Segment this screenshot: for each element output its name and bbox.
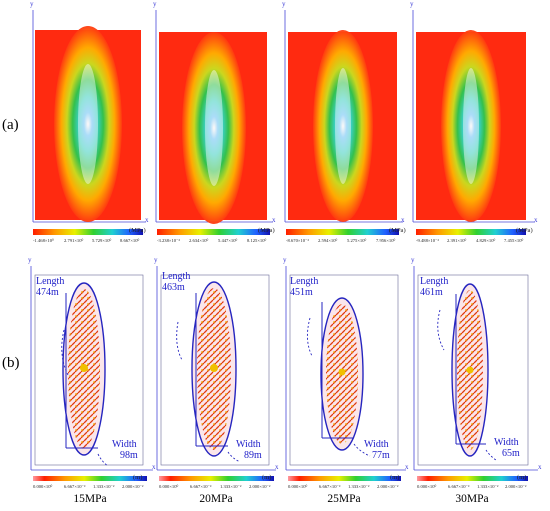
stress-panel-3 xyxy=(284,10,403,235)
x-axis-label-b3: x xyxy=(405,463,409,471)
aperture-tick: 6.667×10⁻³ xyxy=(448,484,470,489)
aperture-unit-4: (m) xyxy=(517,474,527,481)
pressure-label-4: 30MPa xyxy=(455,493,489,505)
width-value: 98m xyxy=(120,450,138,461)
aperture-tick: 0.000×10⁰ xyxy=(33,484,53,489)
width-label: Width xyxy=(364,439,389,450)
x-axis-label-a4: x xyxy=(534,216,538,224)
x-axis-label-b4: x xyxy=(538,463,542,471)
aperture-tick: 0.000×10⁰ xyxy=(288,484,308,489)
x-axis-label-b2: x xyxy=(275,463,279,471)
length-value: 474m xyxy=(36,287,59,298)
stress-unit-4: (MPa) xyxy=(516,227,533,234)
stress-unit-3: (MPa) xyxy=(389,227,406,234)
length-label: Length xyxy=(162,271,191,282)
x-axis-label-a3: x xyxy=(401,216,405,224)
aperture-tick: 6.667×10⁻³ xyxy=(64,484,86,489)
length-value: 463m xyxy=(162,282,185,293)
aperture-tick: 1.333×10⁻² xyxy=(477,484,499,489)
width-annotation-2: Width 89m xyxy=(236,439,262,461)
aperture-unit-3: (m) xyxy=(390,474,400,481)
stress-tick: 8.125×10⁰ xyxy=(247,238,267,243)
stress-tick: -8.670×10⁻² xyxy=(286,238,309,243)
stress-unit-2: (MPa) xyxy=(258,227,275,234)
x-axis-label-a2: x xyxy=(272,216,276,224)
length-label: Length xyxy=(290,276,319,287)
aperture-unit-1: (m) xyxy=(133,474,143,481)
y-axis-label-a3: y xyxy=(282,0,286,8)
stress-panel-2 xyxy=(155,10,273,235)
stress-tick: 4.829×10⁰ xyxy=(476,238,496,243)
fracture-panel-1 xyxy=(30,266,153,481)
width-label: Width xyxy=(236,439,261,450)
stress-tick: 5.275×10⁰ xyxy=(347,238,367,243)
stress-panel-4 xyxy=(412,10,535,235)
width-annotation-1: Width 98m xyxy=(112,439,138,461)
row-label-a: (a) xyxy=(2,117,19,133)
stress-tick: 2.391×10⁰ xyxy=(447,238,467,243)
fracture-panel-2 xyxy=(156,266,276,481)
y-axis-label-a4: y xyxy=(410,0,414,8)
aperture-tick: 6.667×10⁻³ xyxy=(190,484,212,489)
y-axis-label-b1: y xyxy=(28,256,32,264)
stress-panel-1 xyxy=(32,10,146,235)
stress-tick: 5.447×10⁰ xyxy=(218,238,238,243)
y-axis-label-a2: y xyxy=(153,0,157,8)
stress-tick: -9.488×10⁻² xyxy=(416,238,439,243)
length-annotation-4: Length 461m xyxy=(420,276,448,298)
y-axis-label-a1: y xyxy=(30,0,34,8)
width-value: 65m xyxy=(502,448,520,459)
width-annotation-4: Width 65m xyxy=(494,437,520,459)
aperture-tick: 1.333×10⁻² xyxy=(348,484,370,489)
aperture-tick: 0.000×10⁰ xyxy=(159,484,179,489)
stress-tick: 7.455×10⁰ xyxy=(504,238,524,243)
aperture-tick: 2.000×10⁻² xyxy=(377,484,399,489)
fracture-panel-3 xyxy=(285,266,406,481)
aperture-tick: 1.333×10⁻² xyxy=(93,484,115,489)
y-axis-label-b4: y xyxy=(411,256,415,264)
x-axis-label-b1: x xyxy=(152,463,156,471)
stress-unit-1: (MPa) xyxy=(129,227,146,234)
stress-tick: -1.468×10⁰ xyxy=(33,238,54,243)
fracture-panel-4 xyxy=(413,266,538,481)
y-axis-label-b3: y xyxy=(283,256,287,264)
width-label: Width xyxy=(494,437,519,448)
length-value: 461m xyxy=(420,287,443,298)
stress-tick: 5.729×10⁰ xyxy=(92,238,112,243)
width-annotation-3: Width 77m xyxy=(364,439,390,461)
y-axis-label-b2: y xyxy=(154,256,158,264)
length-label: Length xyxy=(420,276,449,287)
length-annotation-2: Length 463m xyxy=(162,271,190,293)
stress-tick: 7.956×10⁰ xyxy=(376,238,396,243)
width-value: 89m xyxy=(244,450,262,461)
length-value: 451m xyxy=(290,287,313,298)
aperture-tick: 2.000×10⁻² xyxy=(122,484,144,489)
stress-tick: 2.791×10⁰ xyxy=(64,238,84,243)
pressure-label-2: 20MPa xyxy=(199,493,233,505)
aperture-tick: 0.000×10⁰ xyxy=(417,484,437,489)
x-axis-label-a1: x xyxy=(145,216,149,224)
stress-tick: 2.634×10⁰ xyxy=(189,238,209,243)
length-annotation-3: Length 451m xyxy=(290,276,318,298)
width-value: 77m xyxy=(372,450,390,461)
aperture-tick: 2.000×10⁻² xyxy=(505,484,527,489)
stress-tick: 2.594×10⁰ xyxy=(318,238,338,243)
pressure-label-1: 15MPa xyxy=(73,493,107,505)
pressure-label-3: 25MPa xyxy=(327,493,361,505)
aperture-unit-2: (m) xyxy=(262,474,272,481)
aperture-tick: 2.000×10⁻² xyxy=(249,484,271,489)
stress-tick: 8.667×10⁰ xyxy=(120,238,140,243)
length-label: Length xyxy=(36,276,65,287)
stress-tick: -3.238×10⁻² xyxy=(157,238,180,243)
aperture-tick: 1.333×10⁻² xyxy=(220,484,242,489)
width-label: Width xyxy=(112,439,137,450)
aperture-tick: 6.667×10⁻³ xyxy=(319,484,341,489)
length-annotation-1: Length 474m xyxy=(36,276,64,298)
row-label-b: (b) xyxy=(2,355,20,371)
